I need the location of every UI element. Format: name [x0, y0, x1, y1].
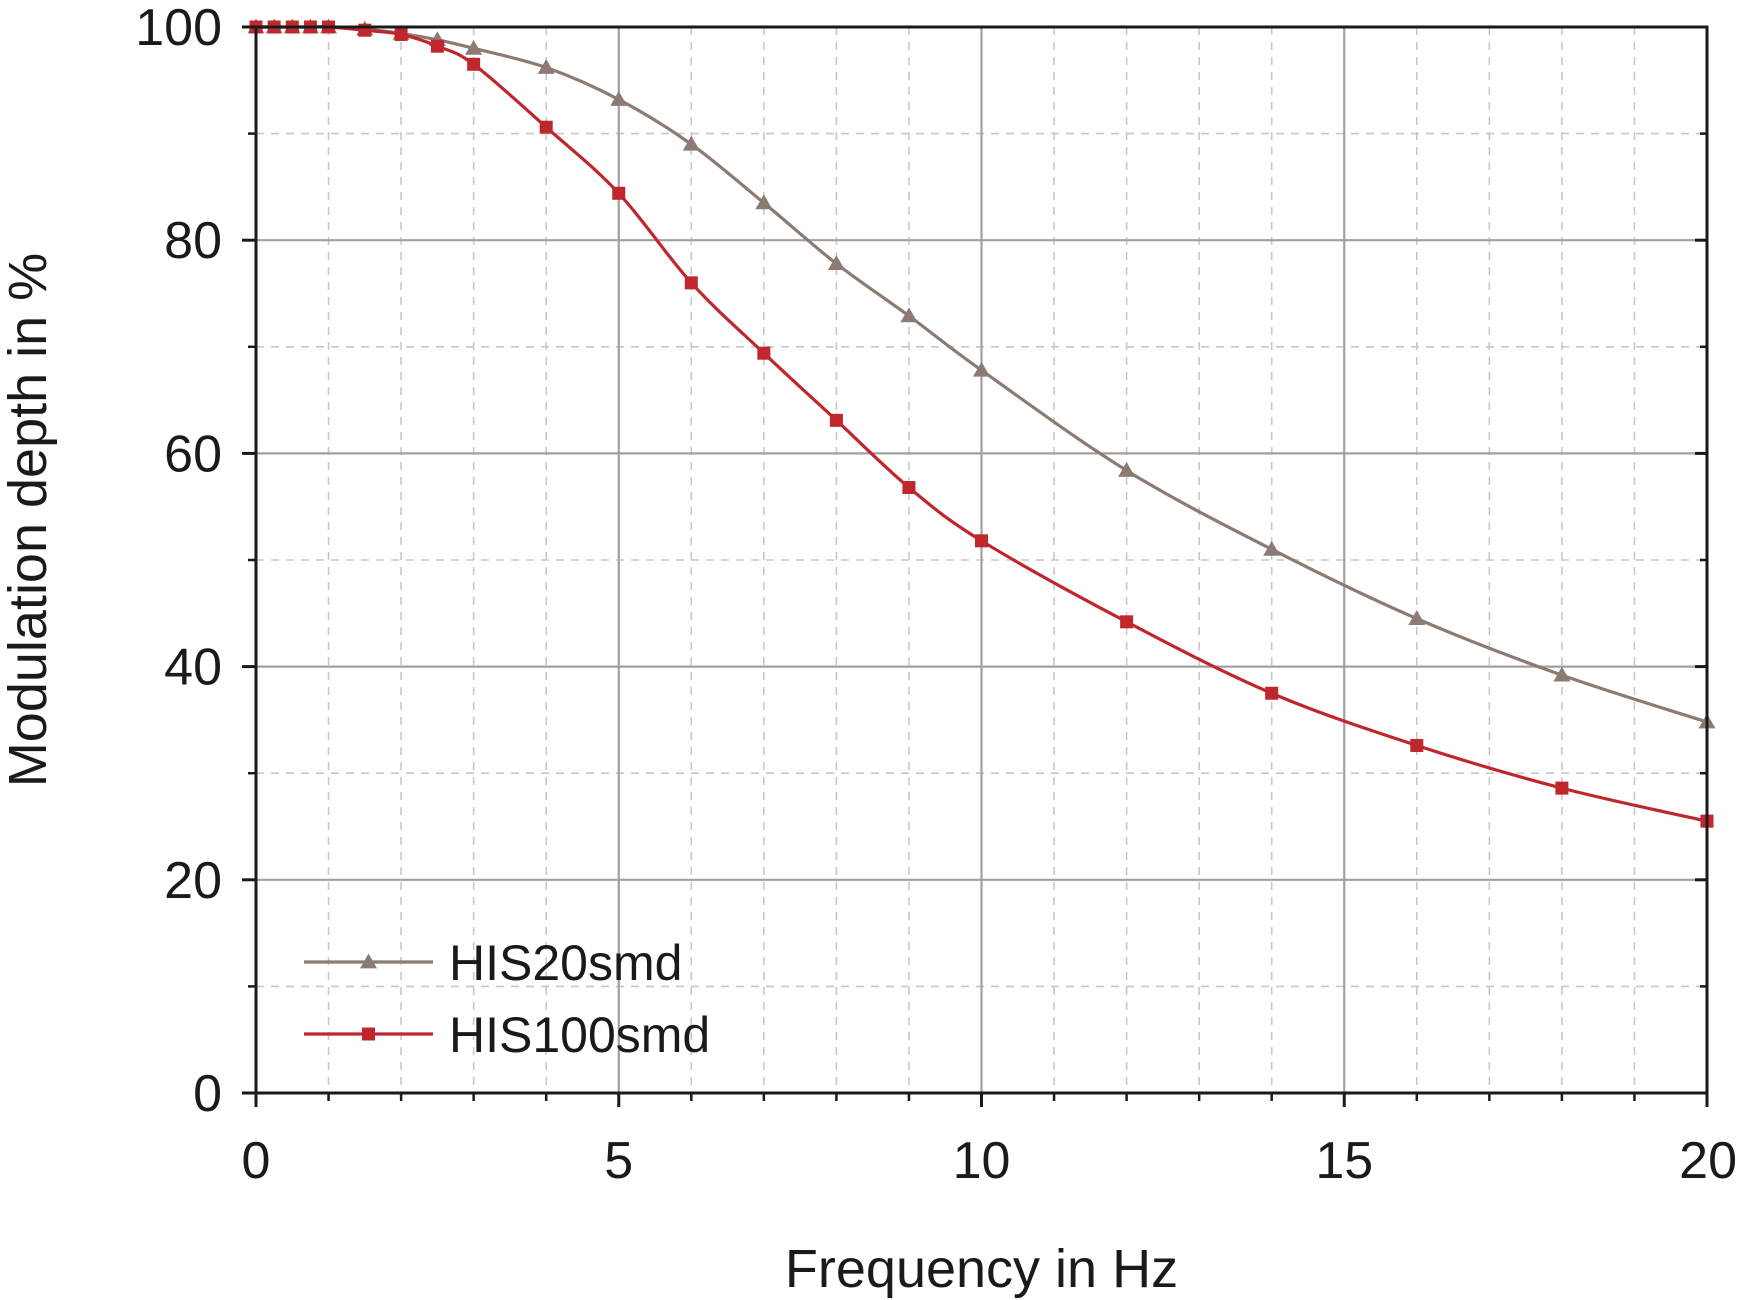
major-grid: [256, 27, 1707, 1093]
data-point-his100smd: [902, 481, 916, 495]
x-tick-label: 15: [1315, 1132, 1373, 1190]
x-axis-title: Frequency in Hz: [785, 1239, 1178, 1299]
legend: HIS20smd HIS100smd: [304, 935, 710, 1063]
data-point-his100smd: [684, 276, 698, 290]
data-point-his20smd: [755, 194, 773, 210]
x-tick-label: 5: [604, 1132, 633, 1190]
legend-item-his20smd: HIS20smd: [304, 935, 682, 991]
legend-marker: [360, 953, 377, 969]
data-point-his20smd: [682, 135, 700, 151]
y-tick-label: 40: [164, 639, 222, 697]
legend-marker: [362, 1027, 375, 1041]
data-point-his20smd: [973, 361, 990, 377]
data-point-his100smd: [975, 534, 988, 548]
y-axis-title: Modulation depth in %: [0, 253, 58, 787]
data-point-his20smd: [1118, 461, 1136, 477]
data-point-his20smd: [900, 307, 918, 323]
y-tick-label: 60: [164, 425, 222, 483]
data-point-his100smd: [612, 186, 626, 200]
x-tick-labels: 0 5 10 15 20: [242, 1132, 1737, 1190]
data-point-his100smd: [1120, 615, 1134, 629]
legend-label-his100smd: HIS100smd: [449, 1007, 710, 1063]
axis-ticks: [242, 25, 1709, 1107]
y-tick-label: 20: [164, 852, 222, 910]
data-point-his100smd: [539, 120, 553, 134]
data-point-his20smd: [610, 90, 628, 106]
y-tick-label: 80: [164, 212, 222, 270]
legend-item-his100smd: HIS100smd: [304, 1007, 710, 1063]
x-tick-label: 20: [1679, 1132, 1737, 1190]
data-point-his20smd: [1263, 540, 1281, 556]
data-point-his100smd: [1555, 781, 1569, 795]
y-tick-labels: 0 20 40 60 80 100: [135, 0, 222, 1123]
y-tick-label: 0: [193, 1065, 222, 1123]
legend-label-his20smd: HIS20smd: [449, 935, 682, 991]
data-point-his100smd: [1410, 738, 1424, 752]
x-tick-label: 10: [953, 1132, 1011, 1190]
data-point-his100smd: [430, 39, 444, 53]
data-point-his100smd: [467, 57, 481, 71]
data-point-his100smd: [1265, 686, 1279, 700]
y-tick-label: 100: [135, 0, 222, 57]
data-point-his20smd: [537, 59, 555, 74]
data-point-his20smd: [465, 39, 483, 55]
data-point-his20smd: [1408, 610, 1426, 626]
data-point-his20smd: [827, 255, 845, 271]
data-point-his100smd: [829, 413, 843, 427]
data-point-his20smd: [1553, 666, 1571, 682]
data-point-his100smd: [394, 27, 408, 41]
legend-marker-triangle-icon: [360, 953, 377, 969]
data-point-his100smd: [757, 346, 771, 360]
x-tick-label: 0: [242, 1132, 271, 1190]
legend-marker-square-icon: [362, 1027, 375, 1041]
